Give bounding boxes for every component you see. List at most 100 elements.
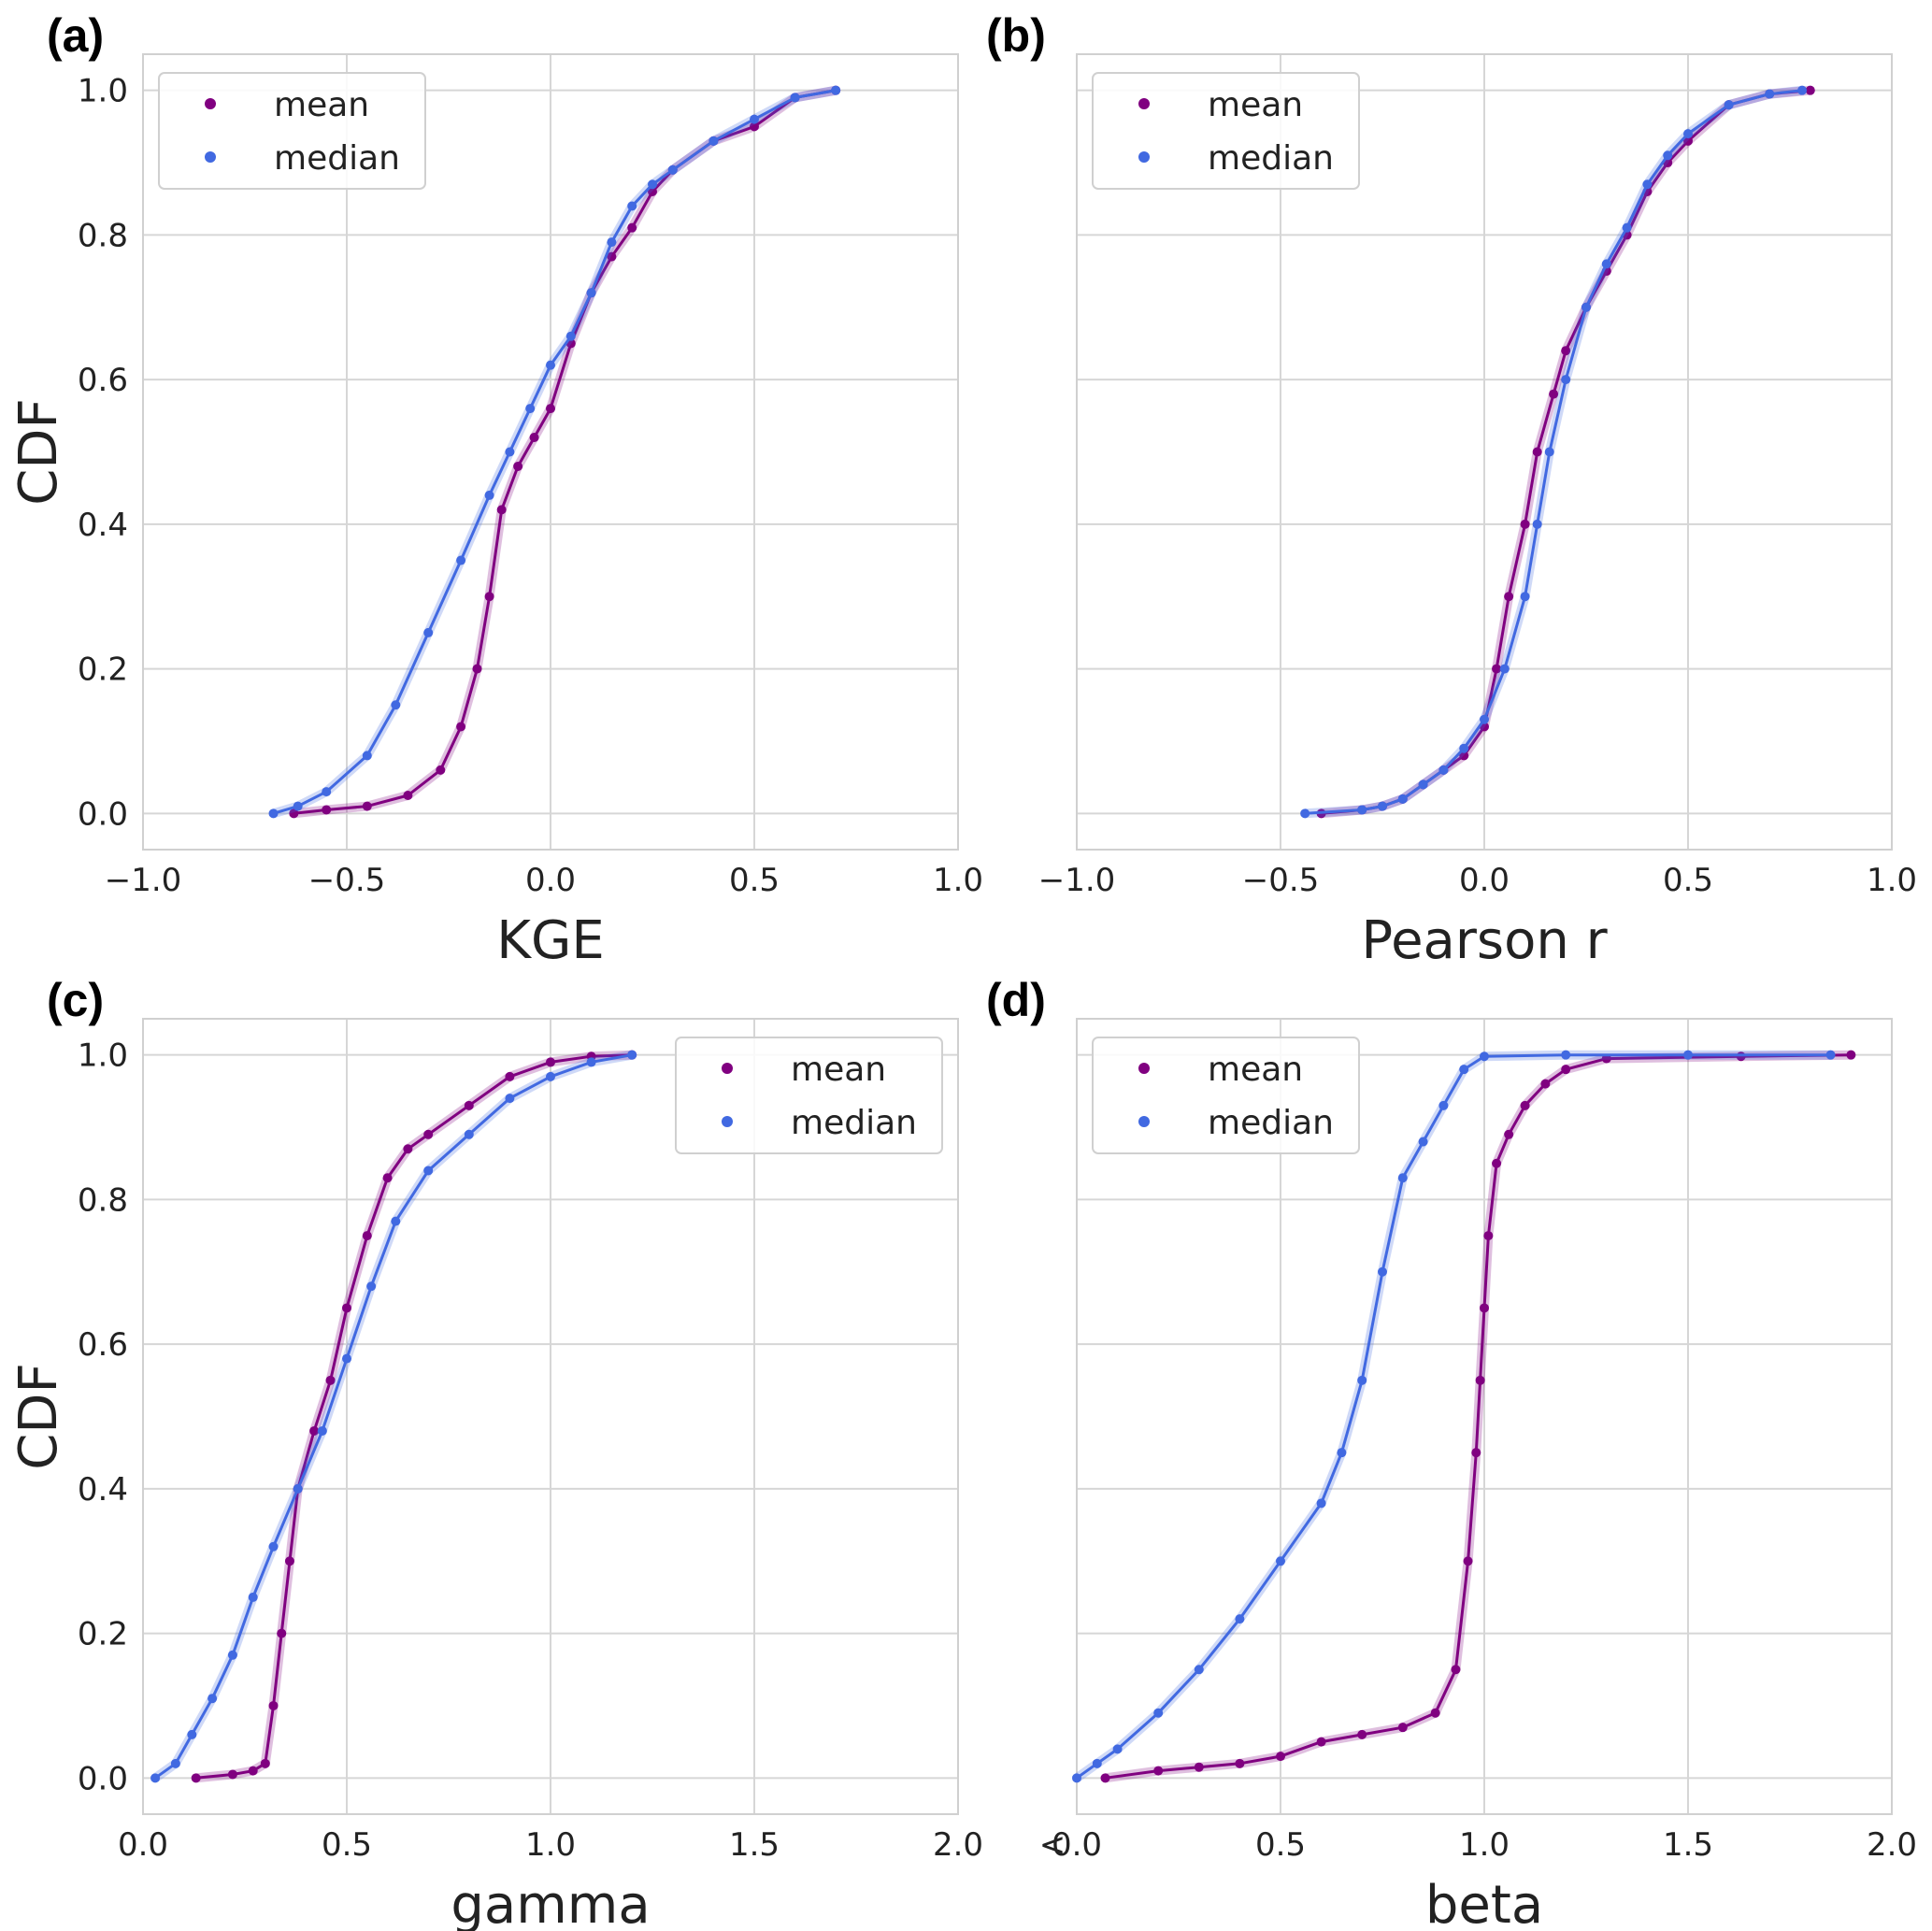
- data-point-c-mean-16: [505, 1071, 515, 1081]
- legend-marker-d-median: [1138, 1116, 1150, 1127]
- data-point-d-median-18: [1825, 1050, 1836, 1060]
- plot-frame-b: [1076, 53, 1893, 851]
- x-axis-label-d: beta: [1425, 1875, 1543, 1931]
- data-point-d-median-12: [1418, 1137, 1428, 1147]
- y-axis-label-a: CDF: [8, 398, 69, 505]
- x-tick-label-c-0: 0.0: [118, 1826, 168, 1864]
- data-point-c-mean-6: [284, 1556, 294, 1566]
- series-line-c-median: [154, 1053, 633, 1780]
- legend-label-d-mean: mean: [1208, 1051, 1303, 1089]
- legend-a: mean median: [158, 72, 426, 190]
- data-point-b-median-20: [1765, 89, 1775, 99]
- data-point-a-median-16: [667, 164, 678, 175]
- data-point-b-median-10: [1532, 519, 1542, 529]
- data-point-a-mean-7: [484, 592, 494, 602]
- data-point-c-mean-9: [325, 1375, 336, 1385]
- data-point-d-median-5: [1235, 1614, 1245, 1624]
- data-point-d-median-3: [1153, 1708, 1164, 1718]
- data-point-d-mean-11: [1471, 1448, 1481, 1458]
- data-point-c-mean-0: [191, 1773, 201, 1783]
- y-tick-label-c-1: 0.2: [78, 1616, 128, 1653]
- data-point-a-median-15: [648, 179, 657, 190]
- panel-c: 0.0 0.5 1.0 1.5 2.0 0.0 0.2 0.4 0.6 0.8 1.0 gamma CD…: [8, 974, 983, 1931]
- data-point-b-median-3: [1397, 794, 1408, 804]
- data-point-c-median-13: [464, 1129, 474, 1139]
- data-point-c-mean-12: [382, 1173, 393, 1183]
- data-point-b-median-15: [1622, 222, 1632, 233]
- y-tick-label-c-5: 1.0: [78, 1037, 128, 1075]
- series-band-c-mean: [195, 1050, 633, 1783]
- data-point-d-median-1: [1092, 1758, 1102, 1768]
- data-point-c-median-9: [342, 1353, 351, 1364]
- data-point-c-median-4: [227, 1650, 237, 1660]
- x-tick-label-b-3: 0.5: [1663, 862, 1713, 899]
- data-point-a-mean-11: [546, 404, 555, 414]
- data-point-b-mean-13: [1561, 346, 1571, 356]
- x-tick-label-d-0: 0.0: [1052, 1826, 1102, 1864]
- legend-marker-c-median: [722, 1116, 733, 1127]
- data-point-b-median-11: [1544, 447, 1554, 457]
- data-point-a-median-20: [831, 85, 841, 95]
- data-point-c-median-12: [423, 1166, 434, 1176]
- data-point-b-mean-10: [1520, 519, 1530, 529]
- data-point-a-mean-1: [322, 805, 332, 815]
- data-point-b-median-1: [1357, 805, 1367, 815]
- data-point-d-mean-9: [1451, 1665, 1461, 1675]
- panel-d: 0.0 0.5 1.0 1.5 2.0 < beta (d) mean median: [986, 974, 1917, 1931]
- data-point-c-mean-3: [260, 1758, 270, 1768]
- data-point-d-median-8: [1337, 1448, 1347, 1458]
- x-tick-label-b-2: 0.0: [1459, 862, 1510, 899]
- data-point-c-median-14: [505, 1094, 515, 1104]
- data-point-b-median-16: [1642, 179, 1653, 190]
- x-axis-label-a: KGE: [496, 910, 605, 971]
- data-point-a-median-10: [546, 360, 555, 370]
- panel-letter-d: (d): [986, 974, 1046, 1026]
- data-point-a-median-12: [586, 288, 596, 298]
- x-tick-label-d-4: 2.0: [1867, 1826, 1917, 1864]
- data-point-b-median-12: [1561, 375, 1571, 385]
- data-point-b-median-5: [1438, 765, 1449, 775]
- data-point-d-mean-7: [1397, 1723, 1408, 1733]
- data-point-b-median-9: [1520, 592, 1530, 602]
- x-tick-label-b-0: −1.0: [1038, 862, 1116, 899]
- x-tick-label-d-1: 0.5: [1255, 1826, 1306, 1864]
- data-point-d-mean-16: [1504, 1129, 1514, 1139]
- data-point-d-mean-14: [1483, 1231, 1494, 1241]
- data-point-d-median-2: [1112, 1744, 1123, 1754]
- data-point-d-mean-4: [1276, 1752, 1285, 1762]
- data-point-a-mean-8: [496, 505, 507, 515]
- data-point-a-median-0: [268, 808, 279, 819]
- data-point-a-mean-0: [289, 808, 299, 819]
- x-tick-label-c-2: 1.0: [525, 1826, 576, 1864]
- data-point-d-mean-22: [1846, 1050, 1856, 1060]
- legend-marker-b-mean: [1138, 98, 1150, 109]
- x-tick-label-b-4: 1.0: [1867, 862, 1917, 899]
- data-point-d-median-14: [1459, 1065, 1469, 1075]
- data-point-d-median-6: [1276, 1556, 1285, 1566]
- data-point-b-mean-11: [1532, 447, 1542, 457]
- legend-label-a-mean: mean: [274, 86, 369, 124]
- data-point-d-median-11: [1397, 1173, 1408, 1183]
- legend-label-c-median: median: [791, 1104, 917, 1142]
- y-tick-label-c-2: 0.4: [78, 1471, 128, 1509]
- data-point-a-mean-15: [627, 222, 637, 233]
- data-point-b-median-0: [1300, 808, 1310, 819]
- x-tick-label-b-1: −0.5: [1242, 862, 1320, 899]
- data-point-a-median-8: [505, 447, 515, 457]
- data-point-a-median-7: [484, 490, 494, 500]
- series-line-c-mean: [195, 1053, 633, 1780]
- data-point-c-median-15: [546, 1071, 555, 1081]
- x-tick-label-a-0: −1.0: [105, 862, 182, 899]
- x-tick-label-a-2: 0.0: [525, 862, 576, 899]
- data-point-c-median-5: [248, 1592, 258, 1602]
- x-extra-label-d: <: [1039, 1826, 1066, 1864]
- data-point-c-mean-14: [423, 1129, 434, 1139]
- data-point-a-median-6: [456, 555, 466, 565]
- data-point-d-median-9: [1357, 1375, 1367, 1385]
- data-point-b-median-18: [1683, 129, 1693, 139]
- data-point-a-median-18: [750, 114, 759, 124]
- y-tick-label-c-3: 0.6: [78, 1326, 128, 1364]
- data-point-c-mean-5: [277, 1628, 287, 1638]
- data-point-c-median-6: [268, 1541, 279, 1552]
